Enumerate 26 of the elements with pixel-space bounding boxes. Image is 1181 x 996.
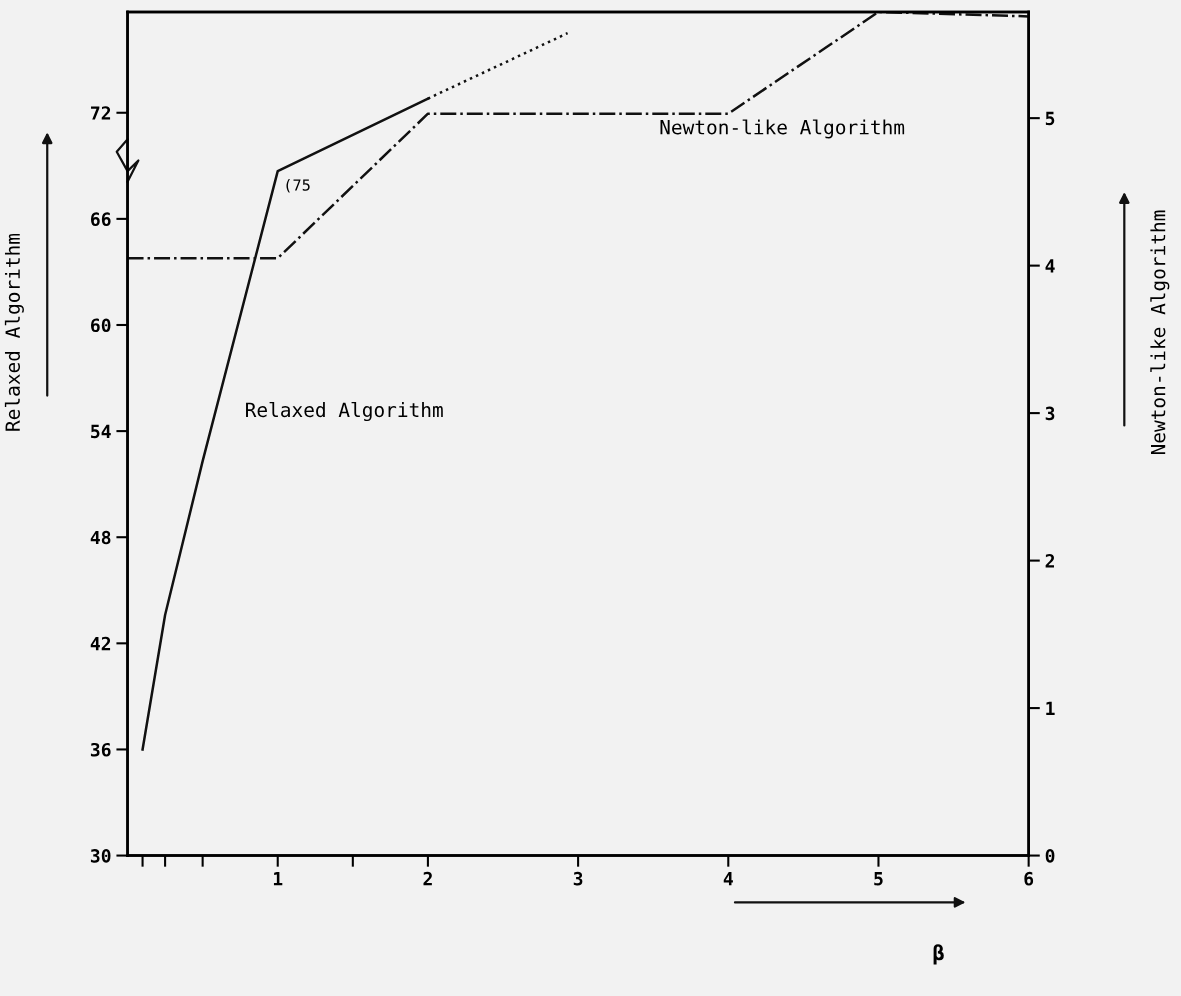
y-axis-title: Relaxed Algorithm [4,233,24,431]
y2-tick-label: 4 [1045,259,1055,273]
y-tick-label: 48 [90,530,111,545]
y2-tick-label: 5 [1045,111,1055,126]
x-tick-label: 4 [723,872,733,886]
y2-tick-label: 3 [1045,406,1055,421]
x-tick-label: 3 [573,871,583,886]
y-tick-label: 54 [91,424,111,439]
annotation: (75 [286,178,310,193]
y2-tick-label: 1 [1046,701,1055,715]
y-tick-label: 42 [90,636,111,651]
x-axis-title: β [933,944,944,965]
y2-axis-title: Newton-like Algorithm [1150,210,1170,455]
x-tick-label: 1 [273,872,283,886]
y-tick-label: 30 [90,849,111,863]
annotation: Relaxed Algorithm [246,402,443,422]
y2-tick-label: 2 [1045,554,1054,568]
y2-tick-label: 0 [1045,849,1055,863]
x-tick-label: 2 [423,871,432,886]
annotation: Newton-like Algorithm [660,119,905,139]
y-tick-label: 66 [90,212,111,227]
x-tick-label: 6 [1024,871,1034,886]
y-tick-label: 60 [90,318,111,333]
x-tick-label: 5 [874,872,883,886]
y-tick-label: 72 [91,106,111,120]
y-tick-label: 36 [90,742,111,757]
